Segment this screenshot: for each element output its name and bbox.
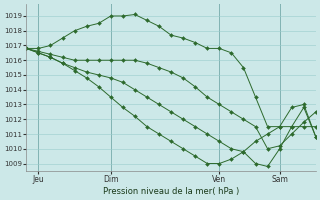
X-axis label: Pression niveau de la mer( hPa ): Pression niveau de la mer( hPa ) <box>103 187 239 196</box>
